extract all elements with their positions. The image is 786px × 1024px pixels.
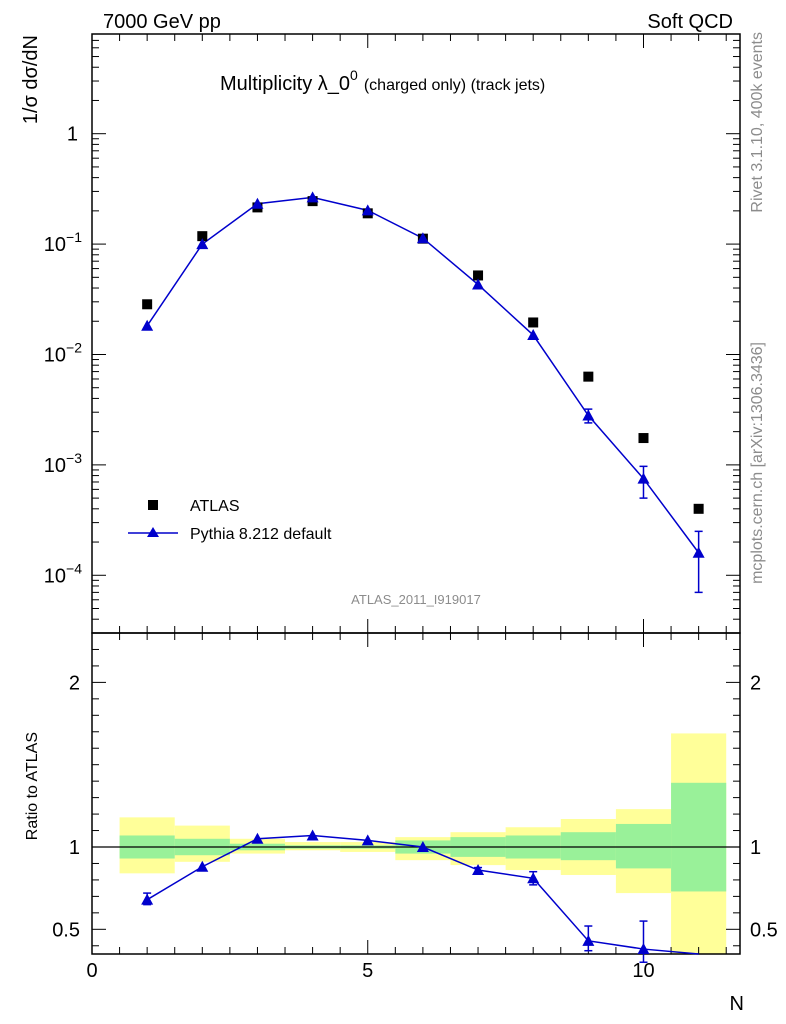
atlas-point [583,371,594,382]
mc-point [306,191,319,203]
mc-point [141,319,154,331]
atlas-point [473,270,484,281]
rivet-label: Rivet 3.1.10, 400k events [749,32,766,213]
atlas-point [197,231,208,242]
ratio-point [416,841,429,852]
mc-point [637,472,650,484]
lower-y-axis-label: Ratio to ATLAS [24,732,41,840]
lower-y-tick-label-right: 2 [750,672,761,694]
ratio-point [196,860,209,872]
chart-title-sub: (charged only) (track jets) [364,77,545,94]
atlas-point [638,433,649,444]
ratio-point [527,872,540,884]
legend-label-mc: Pythia 8.212 default [190,526,332,543]
chart-title-sup: 0 [350,67,358,83]
band-inner-bin [560,832,616,861]
upper-frame [91,33,741,634]
lower-y-tick-label: 2 [69,672,80,694]
legend-label-atlas: ATLAS [190,498,240,515]
chart-title-main: Multiplicity λ_0 [220,73,350,95]
ratio-point [637,943,650,955]
atlas-point [142,299,153,310]
x-tick-label: 5 [362,960,373,982]
mc-point [527,329,540,341]
upper-y-tick-label: 10−2 [44,339,82,366]
legend-marker-mc [147,527,159,537]
upper-y-tick-label: 1 [67,124,78,146]
site-label: mcplots.cern.ch [arXiv:1306.3436] [749,342,766,584]
lower-plot: 0 5 100.5 0.51 12 2 [52,34,778,982]
band-inner-bin [615,823,672,869]
x-tick-label: 0 [86,960,97,982]
lower-y-tick-label: 1 [69,837,80,859]
upper-y-axis-label: 1/σ dσ/dN [20,35,42,124]
energy-label: 7000 GeV pp [103,11,221,33]
upper-y-tick-label: 10−1 [44,229,82,256]
mc-point [692,546,705,558]
lower-y-tick-label-right: 1 [750,837,761,859]
upper-y-tick-label: 10−3 [44,450,82,477]
mc-point [416,232,429,244]
band-inner-bin [671,782,727,892]
lower-y-tick-label: 0.5 [52,919,80,941]
ratio-point [306,829,319,841]
ratio-point [141,893,154,905]
chart-title: Multiplicity λ_00 (charged only) (track j… [220,67,545,95]
upper-y-tick-label: 10−4 [44,560,82,587]
mc-point [472,278,485,290]
mc-point [582,409,595,421]
x-axis-label: N [730,993,744,1015]
ratio-point [582,934,595,946]
legend: ATLAS Pythia 8.212 default [128,498,332,543]
lower-y-tick-label-right: 0.5 [750,919,778,941]
process-label: Soft QCD [647,11,733,33]
ratio-point [251,832,264,844]
atlas-point [693,503,704,514]
mc-point [251,197,264,209]
ratio-point [472,864,485,876]
lower-frame [91,632,741,955]
mc-point [361,204,374,216]
atlas-point [528,317,539,328]
ratio-point [361,834,374,846]
legend-marker-atlas [148,500,158,510]
x-tick-label: 10 [632,960,654,982]
analysis-id: ATLAS_2011_I919017 [351,592,481,607]
upper-plot: 1 10−1 10−2 10−3 10−4 [44,33,741,634]
mc-point [196,238,209,250]
